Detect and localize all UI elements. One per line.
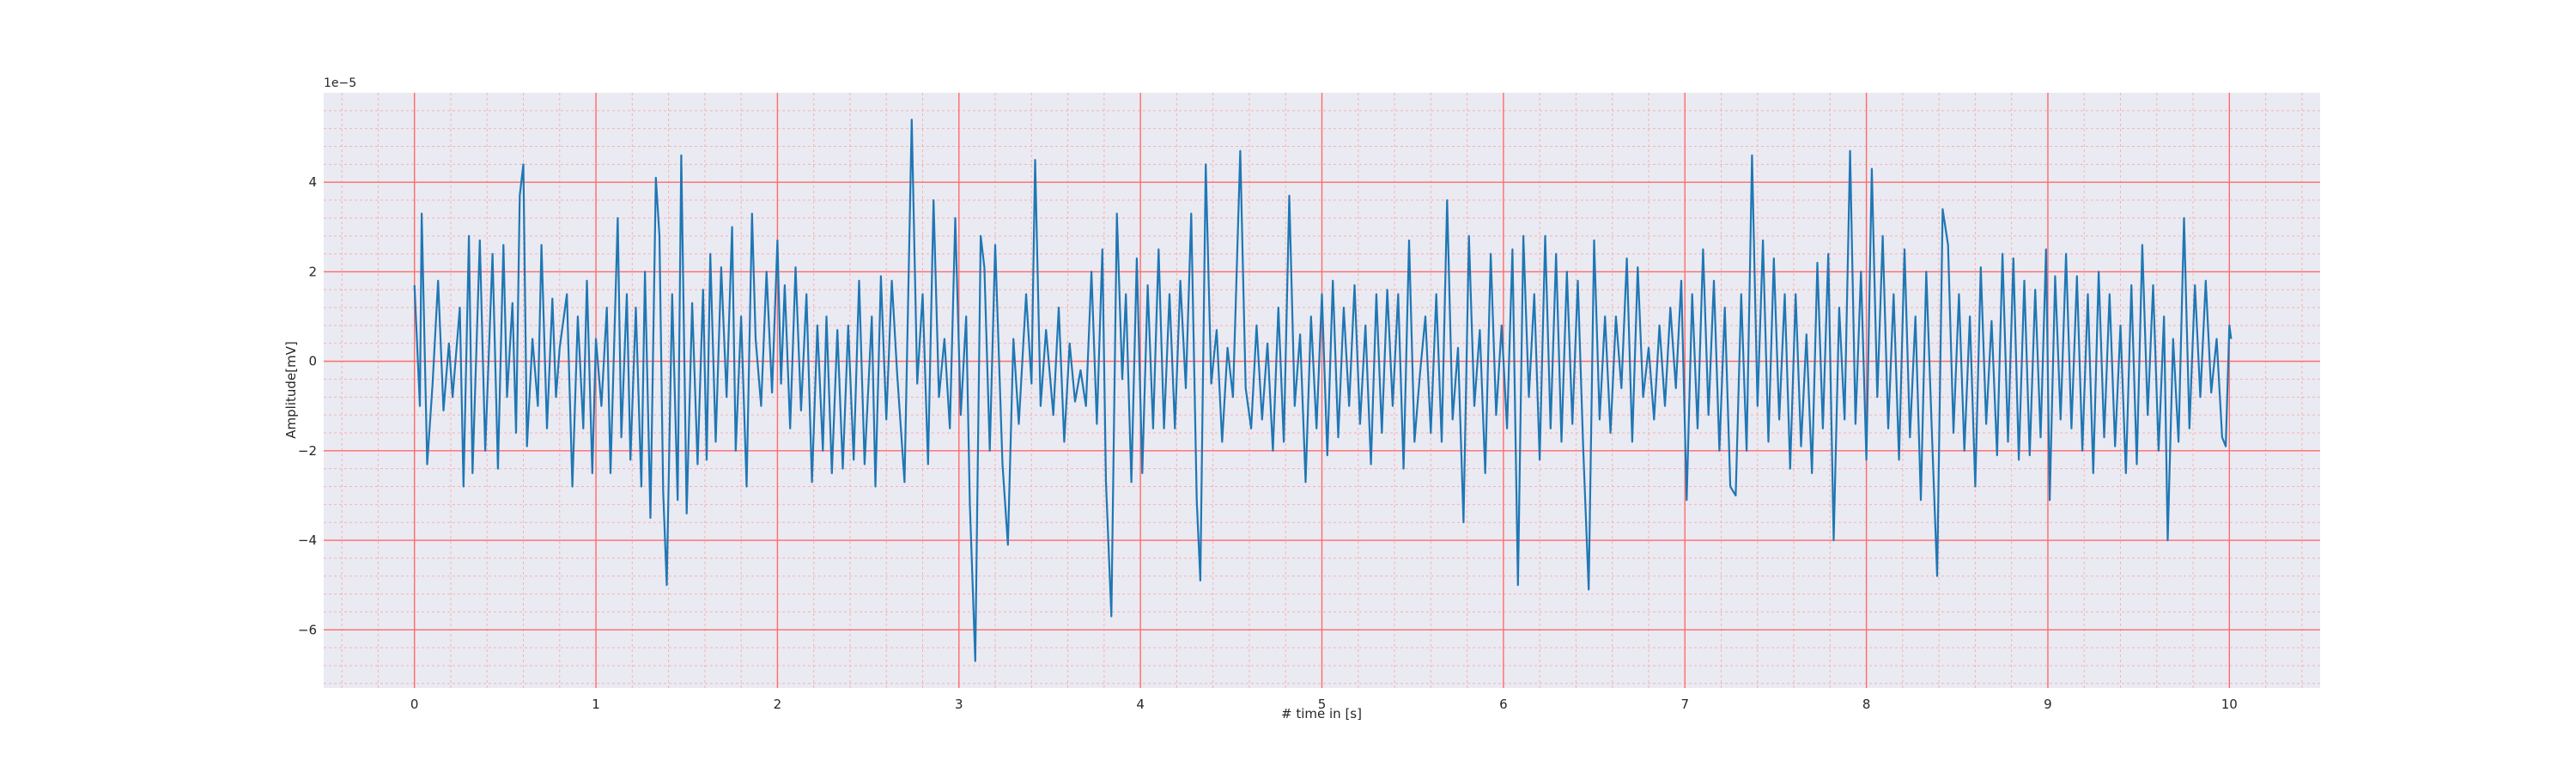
y-axis-label: Amplitude[mV] — [283, 341, 299, 438]
series-line — [413, 119, 2233, 662]
x-tick-label: 10 — [2221, 697, 2238, 712]
x-tick-label: 5 — [1318, 697, 1327, 712]
x-tick-label: 8 — [1862, 697, 1871, 712]
y-tick-label: 0 — [308, 354, 317, 369]
x-tick-label: 3 — [955, 697, 963, 712]
x-tick-label: 0 — [410, 697, 419, 712]
series-layer — [413, 119, 2233, 662]
x-tick-label: 2 — [774, 697, 782, 712]
minor-grid — [324, 93, 2320, 688]
y-tick-labels: −6 −4 −2 0 2 4 — [298, 174, 317, 637]
y-tick-label: 4 — [308, 174, 317, 190]
y-tick-label: −6 — [298, 622, 317, 637]
x-tick-label: 7 — [1680, 697, 1689, 712]
x-tick-label: 1 — [592, 697, 600, 712]
x-tick-label: 6 — [1499, 697, 1508, 712]
y-tick-label: −2 — [298, 443, 317, 459]
y-tick-label: 2 — [308, 264, 317, 279]
x-axis-label: # time in [s] — [1281, 706, 1362, 721]
y-tick-label: −4 — [298, 533, 317, 548]
y-offset-text: 1e−5 — [324, 76, 356, 90]
x-tick-labels: 0 1 2 3 4 5 6 7 8 9 10 — [410, 697, 2238, 712]
x-tick-label: 9 — [2044, 697, 2052, 712]
major-grid — [324, 93, 2320, 688]
x-tick-label: 4 — [1136, 697, 1145, 712]
